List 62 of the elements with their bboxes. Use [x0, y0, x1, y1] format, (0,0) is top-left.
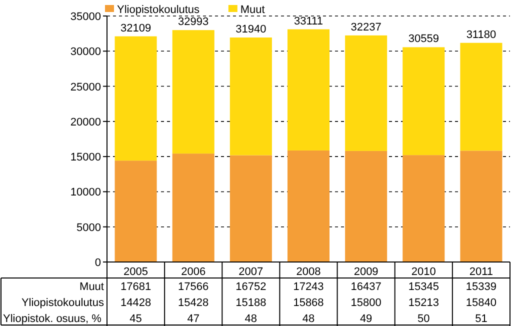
text: Yliopistokoulutus: [21, 297, 104, 309]
total-label: 31940: [236, 24, 266, 36]
data-label: 14428: [120, 297, 152, 309]
total-label: 32109: [120, 22, 152, 34]
bar: [230, 155, 272, 262]
legend-label: Yliopistokoulutus: [117, 4, 200, 16]
bar: [460, 150, 502, 262]
text: Muut: [80, 281, 104, 293]
text: 48: [302, 313, 315, 325]
text: 49: [360, 313, 372, 325]
bar: [402, 155, 445, 262]
bar: [172, 154, 214, 262]
total-label: 31180: [466, 28, 496, 41]
x-tick-label: 2008: [296, 266, 321, 278]
data-label: 17243: [293, 281, 324, 293]
y-tick-label: 25000: [70, 81, 101, 94]
bar: [114, 36, 157, 161]
y-tick-label: 15000: [70, 152, 101, 164]
bar: [114, 160, 157, 262]
y-tick-label: 30000: [70, 46, 101, 58]
text: Yliopistok. osuus, %: [3, 313, 102, 325]
y-tick-label: 20000: [70, 116, 101, 128]
total-label: 33111: [294, 15, 323, 28]
x-tick-label: 2011: [469, 266, 494, 278]
total-label: 32237: [350, 21, 382, 34]
text: 48: [244, 313, 258, 325]
y-tick-label: 5000: [76, 222, 101, 234]
data-label: 15188: [236, 297, 266, 309]
text: 45: [130, 313, 142, 325]
bar: [230, 38, 272, 156]
text: 47: [187, 313, 200, 325]
bar: [287, 29, 330, 150]
data-label: 16437: [350, 281, 382, 293]
total-label: 32993: [178, 16, 209, 28]
total-label: 30559: [408, 33, 439, 46]
bar: [402, 47, 445, 156]
data-label: 15800: [350, 297, 382, 309]
data-label: 15345: [408, 281, 439, 293]
y-tick-label: 35000: [70, 11, 101, 23]
bar: [460, 42, 502, 151]
y-tick-label: 10000: [70, 186, 101, 199]
text: 51: [475, 313, 488, 325]
bar: [287, 150, 330, 262]
bar: [345, 150, 388, 262]
data-label: 15339: [466, 281, 497, 293]
data-label: 15213: [408, 297, 439, 309]
bar: [172, 30, 214, 154]
x-tick-label: 2006: [181, 266, 206, 278]
x-tick-label: 2005: [124, 266, 148, 278]
data-label: 16752: [236, 281, 266, 293]
legend-label: Muut: [240, 4, 265, 16]
x-tick-label: 2009: [354, 266, 378, 278]
data-label: 15868: [293, 297, 324, 309]
data-label: 15428: [178, 297, 209, 309]
text: 50: [418, 313, 430, 325]
data-label: 17566: [178, 281, 209, 293]
bar: [345, 35, 388, 151]
x-tick-label: 2010: [411, 266, 436, 278]
data-label: 15840: [466, 297, 497, 309]
y-tick-label: 0: [94, 257, 101, 269]
x-tick-label: 2007: [238, 266, 264, 278]
data-label: 17681: [120, 281, 152, 293]
